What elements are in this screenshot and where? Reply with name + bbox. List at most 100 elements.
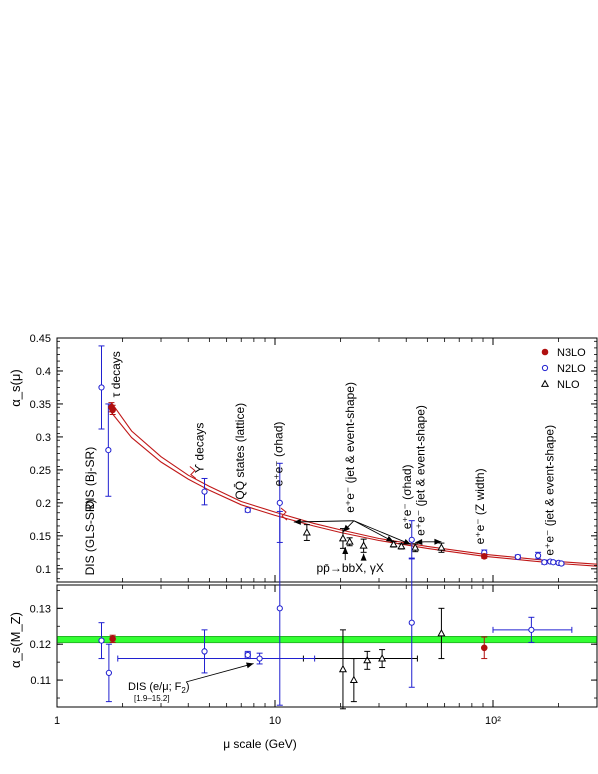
legend-label: N3LO: [557, 347, 586, 359]
n3lo-point-2: [480, 552, 488, 560]
n2lo-point-5: [408, 520, 415, 560]
threshold-kink-0: [189, 466, 197, 479]
marker: [201, 488, 208, 495]
marker: [389, 539, 398, 548]
n2lo-point-3: [244, 507, 251, 514]
marker: [349, 675, 358, 683]
arrow-pp-1-head: [342, 547, 349, 555]
marker: [408, 619, 415, 626]
marker: [437, 543, 446, 551]
marker: [480, 552, 488, 560]
annotation-label: QQ̄ states (lattice): [233, 403, 247, 500]
nlo-point-7: [437, 542, 446, 553]
threshold-kink-1: [280, 507, 288, 521]
n2lo-point-0: [98, 345, 105, 430]
nlo-point-1: [349, 658, 358, 703]
annotation-label: pp̄→bbX, γX: [316, 561, 383, 575]
n2lo-point-9: [541, 559, 548, 566]
n2lo-point-7: [514, 553, 521, 561]
arrow-jet-3: [353, 520, 394, 543]
arrow-jet2-1-head: [415, 538, 423, 545]
marker: [276, 499, 283, 506]
marker: [244, 651, 251, 659]
legend-label: N2LO: [557, 363, 586, 375]
upper-ytick-label: 0.25: [30, 465, 51, 477]
annotation-label: DIS (Bj-SR): [83, 447, 97, 510]
upper-ytick-label: 0.4: [36, 366, 51, 378]
marker: [359, 541, 368, 549]
lower-ytick-label: 0.12: [30, 639, 51, 651]
n3lo-point-1: [480, 636, 488, 660]
upper-ytick-label: 0.45: [30, 333, 51, 345]
lower-panel: [56, 510, 598, 710]
arrow-jet-1: [293, 520, 354, 523]
legend-marker-n2lo: [541, 364, 549, 372]
marker: [109, 406, 116, 414]
lower-y-axis-title: α_s(M_Z): [8, 612, 23, 668]
marker: [397, 541, 406, 550]
upper-ytick-label: 0.2: [36, 498, 51, 510]
nlo-point-4: [437, 607, 446, 660]
n2lo-point-1: [105, 403, 112, 497]
arrow-jet-1-head: [293, 518, 301, 525]
arrow-jet-4-head: [403, 538, 411, 545]
lower-plot-content: [57, 510, 597, 710]
nlo-point-3: [302, 649, 418, 669]
marker: [276, 605, 283, 612]
annotation-label: DIS (GLS-SR): [83, 499, 97, 575]
n2lo-point-5: [276, 510, 283, 706]
marker: [345, 537, 354, 545]
marker: [514, 553, 521, 561]
upper-ytick-label: 0.3: [36, 432, 51, 444]
marker: [363, 655, 372, 664]
marker: [408, 536, 415, 543]
x-axis-title: μ scale (GeV): [223, 737, 297, 751]
arrow-pp-2-head: [360, 553, 367, 561]
n2lo-point-2: [201, 477, 208, 506]
arrow-jet-3-head: [386, 535, 394, 542]
upper-ytick-label: 0.35: [30, 399, 51, 411]
dis-annotation-tail: ): [186, 681, 190, 693]
annotation-label: τ decays: [109, 351, 123, 397]
arrow-dis: [185, 663, 254, 683]
lower-ytick-label: 0.13: [30, 603, 51, 615]
annotation-label: e⁺e⁻ (jet & event-shape): [413, 405, 427, 536]
nlo-point-3: [359, 538, 368, 553]
legend-marker-nlo: [540, 379, 550, 387]
nlo-point-2: [345, 537, 354, 547]
n2lo-point-6: [408, 557, 415, 688]
upper-plot-content: [98, 345, 598, 567]
marker: [437, 629, 446, 637]
legend: N3LO N2LO NLO: [540, 347, 586, 391]
n2lo-point-8: [534, 551, 542, 560]
marker: [244, 507, 251, 514]
arrow-jet-2-head: [342, 524, 350, 532]
upper-panel: [56, 337, 598, 583]
n2lo-point-11: [550, 559, 557, 566]
marker: [105, 447, 112, 454]
world-average-band: [57, 636, 597, 644]
n2lo-point-13: [558, 560, 565, 567]
dis-annotation-sub: 2: [181, 686, 186, 695]
arrow-dis-head: [246, 662, 254, 669]
lower-frame: [56, 584, 598, 708]
marker: [534, 552, 542, 559]
upper-frame: [56, 337, 598, 583]
marker: [541, 559, 548, 566]
marker: [98, 637, 105, 644]
n3lo-point-1: [109, 404, 116, 415]
xtick-label: 10²: [485, 715, 501, 727]
marker: [411, 543, 420, 551]
dis-annotation-label: DIS (e/μ; F2): [128, 681, 190, 695]
nlo-point-4: [389, 539, 398, 548]
marker: [338, 534, 348, 542]
marker: [550, 559, 557, 566]
xtick-label: 10: [269, 715, 281, 727]
n2lo-point-1: [105, 643, 112, 703]
marker: [256, 655, 263, 662]
upper-ytick-label: 0.15: [30, 531, 51, 543]
nlo-point-5: [397, 541, 406, 550]
annotation-label: e⁺e⁻ (σhad): [400, 464, 414, 529]
marker: [302, 528, 311, 536]
